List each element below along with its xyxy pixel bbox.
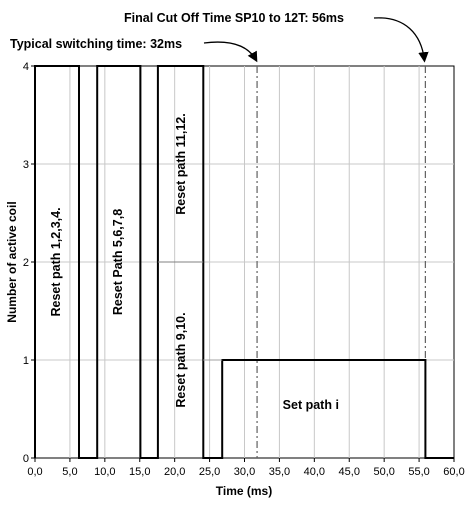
annotation-arrow — [203, 41, 258, 63]
annotation-arrow — [373, 17, 429, 63]
x-tick-label: 35,0 — [269, 466, 290, 478]
y-axis-title: Number of active coil — [5, 201, 19, 322]
annotation-cutoff-time: Final Cut Off Time SP10 to 12T: 56ms — [124, 11, 344, 25]
region-label: Reset path 11,12. — [174, 113, 188, 214]
x-tick-label: 0,0 — [27, 466, 42, 478]
y-tick-label: 1 — [23, 355, 29, 367]
region-label: Reset path 1,2,3,4. — [49, 207, 63, 316]
grid — [35, 66, 454, 458]
x-tick-label: 40,0 — [304, 466, 325, 478]
y-tick-label: 0 — [23, 453, 29, 465]
annotation-switching-time: Typical switching time: 32ms — [10, 37, 182, 51]
x-tick-label: 60,0 — [443, 466, 464, 478]
x-tick-label: 25,0 — [199, 466, 220, 478]
x-tick-label: 10,0 — [94, 466, 115, 478]
x-tick-label: 15,0 — [129, 466, 150, 478]
x-tick-label: 30,0 — [234, 466, 255, 478]
x-axis: 0,0 5,0 10,0 15,0 20,0 25,0 30,0 35,0 40,0 45,0 50… — [27, 458, 465, 478]
series — [34, 65, 454, 459]
x-tick-label: 55,0 — [408, 466, 429, 478]
annotations: Typical switching time: 32ms Final Cut Of… — [10, 11, 429, 63]
x-tick-label: 20,0 — [164, 466, 185, 478]
x-tick-label: 45,0 — [339, 466, 360, 478]
region-label: Reset Path 5,6,7,8 — [111, 209, 125, 315]
y-tick-label: 2 — [23, 257, 29, 269]
y-tick-label: 4 — [23, 61, 29, 73]
region-label: Reset path 9,10. — [174, 312, 188, 407]
region-label: Set path i — [283, 398, 339, 412]
x-tick-label: 50,0 — [373, 466, 394, 478]
x-axis-title: Time (ms) — [216, 484, 272, 498]
x-tick-label: 5,0 — [62, 466, 77, 478]
y-tick-label: 3 — [23, 159, 29, 171]
series-line — [34, 65, 454, 459]
y-axis: 0 1 2 3 4 — [23, 61, 35, 465]
region-labels: Reset path 1,2,3,4. Reset Path 5,6,7,8 Res… — [49, 113, 339, 412]
